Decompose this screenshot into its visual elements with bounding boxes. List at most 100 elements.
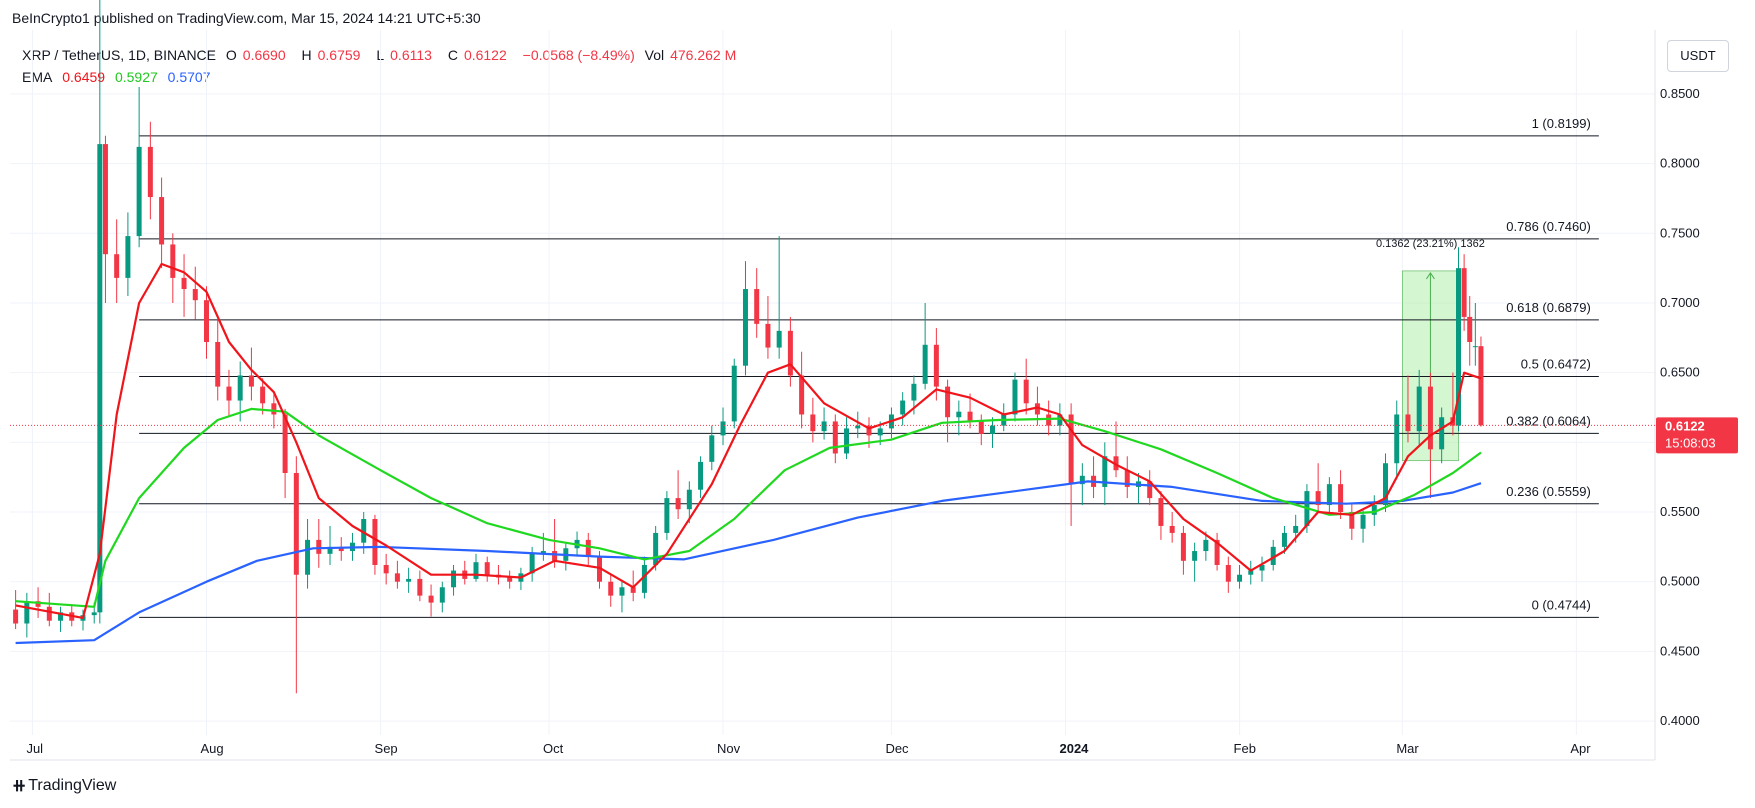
price-tick-label: 0.4500 [1660, 643, 1700, 658]
candle-body [428, 595, 434, 603]
candle [1259, 556, 1265, 582]
candle [316, 518, 322, 568]
candle-body [451, 570, 457, 588]
candle [1315, 463, 1321, 513]
open-value: 0.6690 [242, 47, 286, 63]
candle-body [1270, 546, 1276, 565]
candle [204, 286, 210, 359]
candle [799, 351, 805, 429]
candle [147, 121, 153, 220]
candle-body [1248, 570, 1254, 575]
candle-body [1455, 268, 1461, 426]
candle [1203, 531, 1209, 561]
candle [372, 514, 378, 575]
candle-body [1349, 512, 1355, 529]
price-tick-label: 0.5500 [1660, 504, 1700, 519]
ohlc-legend-row: XRP / TetherUS, 1D, BINANCE O 0.6690 H 0.6… [22, 44, 748, 66]
candle [125, 212, 131, 297]
candle [46, 592, 52, 627]
candle [451, 564, 457, 596]
candle [552, 518, 558, 568]
candle-body [1237, 574, 1243, 582]
candle [1023, 358, 1029, 415]
candle [731, 358, 737, 429]
candle-body [125, 236, 131, 278]
candle-body [114, 254, 120, 278]
candle [1091, 456, 1097, 499]
candle [394, 560, 400, 589]
currency-button[interactable]: USDT [1667, 40, 1729, 72]
candle-body [394, 573, 400, 582]
fib-level-label: 1 (0.8199) [1532, 116, 1591, 131]
candle-body [776, 330, 782, 348]
ema-slow-line [15, 480, 1482, 645]
candle-body [1315, 491, 1321, 506]
candle [58, 606, 64, 632]
chart-legend: XRP / TetherUS, 1D, BINANCE O 0.6690 H 0.6… [22, 44, 748, 88]
candle-body [990, 425, 996, 434]
candle [832, 414, 838, 464]
candle [619, 581, 625, 613]
candle [1360, 509, 1366, 543]
ema-slow-value: 0.5707 [167, 69, 211, 85]
ema-label[interactable]: EMA [22, 69, 53, 85]
candle-body [305, 539, 311, 575]
candle [776, 236, 782, 359]
candle [192, 266, 198, 320]
candle [439, 581, 445, 613]
candle [484, 556, 490, 582]
fib-level-label: 0.236 (0.5559) [1506, 484, 1591, 499]
candle [787, 316, 793, 387]
candle-body [1023, 379, 1029, 404]
price-tick-label: 0.4000 [1660, 713, 1700, 728]
candle-body [709, 435, 715, 462]
publisher-caption: BeInCrypto1 published on TradingView.com… [12, 10, 481, 26]
candle [226, 369, 232, 418]
candle [900, 392, 906, 426]
candle-body [1293, 525, 1299, 533]
candle-body [810, 414, 816, 432]
ema-fast-value: 0.6459 [62, 69, 106, 85]
candle-body [900, 400, 906, 415]
candle [13, 590, 19, 630]
candle-body [282, 414, 288, 473]
high-value: 0.6759 [317, 47, 361, 63]
symbol-info[interactable]: XRP / TetherUS, 1D, BINANCE [22, 47, 216, 63]
candle-body [1169, 525, 1175, 533]
time-tick-label: Aug [201, 741, 224, 756]
candle-body [945, 386, 951, 418]
candle [114, 219, 120, 303]
candle-body [1113, 456, 1119, 471]
candle-body [1057, 414, 1063, 426]
candle [855, 411, 861, 439]
candle [462, 560, 468, 585]
candle-body [1147, 481, 1153, 499]
candle [97, 0, 103, 624]
candle [1405, 375, 1411, 443]
candle [428, 584, 434, 617]
candle-body [24, 601, 30, 624]
candle-body [1416, 386, 1422, 432]
candle [742, 261, 748, 376]
candle-body [619, 587, 625, 596]
time-tick-label: Oct [543, 741, 564, 756]
candle [305, 518, 311, 589]
candle-body [1012, 379, 1018, 415]
price-tick-label: 0.8500 [1660, 86, 1700, 101]
candle-body [35, 601, 41, 607]
candle [1248, 560, 1254, 585]
candle-body [361, 518, 367, 543]
ema-fast-line [15, 262, 1482, 619]
candle-body [540, 551, 546, 554]
candle [1102, 442, 1108, 506]
candle [1281, 525, 1287, 554]
change-value: −0.0568 (−8.49%) [522, 47, 635, 63]
time-tick-label: Dec [885, 741, 909, 756]
price-tick-label: 0.5000 [1660, 574, 1700, 589]
candle-body [1259, 564, 1265, 571]
time-tick-label: Apr [1570, 741, 1591, 756]
candle-body [439, 587, 445, 603]
candle-body [260, 386, 266, 404]
candle-body [170, 244, 176, 278]
